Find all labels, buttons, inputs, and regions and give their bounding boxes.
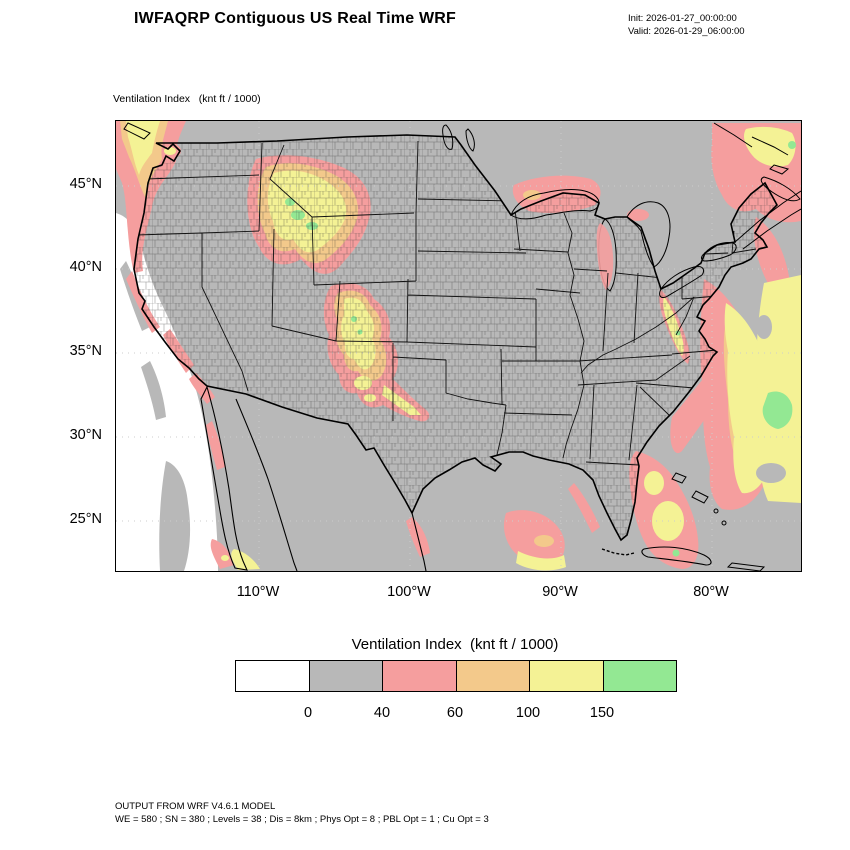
legend-bin <box>309 661 383 691</box>
lake-michigan <box>596 218 617 292</box>
national-coastlines <box>123 122 801 571</box>
model-config-footer: OUTPUT FROM WRF V4.6.1 MODEL WE = 580 ; … <box>115 800 489 826</box>
field-label: Ventilation Index (knt ft / 1000) <box>113 93 261 105</box>
footer-line1: OUTPUT FROM WRF V4.6.1 MODEL <box>115 801 276 812</box>
legend-tick-label: 0 <box>303 705 313 721</box>
legend-bin <box>603 661 676 691</box>
lat-tick-label: 25°N <box>69 511 102 527</box>
lon-tick-label: 110°W <box>236 584 280 600</box>
footer-line2: WE = 580 ; SN = 380 ; Levels = 38 ; Dis … <box>115 814 489 825</box>
lat-tick-label: 45°N <box>69 176 102 192</box>
lon-tick-label: 90°W <box>542 584 578 600</box>
legend-tick-label: 40 <box>373 705 391 721</box>
legend-bin <box>456 661 530 691</box>
us-map-svg <box>116 121 801 571</box>
legend-colorbar <box>235 660 677 692</box>
init-time: Init: 2026-01-27_00:00:00 <box>628 13 737 24</box>
lat-tick-label: 40°N <box>69 259 102 275</box>
lat-tick-label: 30°N <box>69 427 102 443</box>
legend-tick-label: 150 <box>589 705 615 721</box>
legend-bin <box>236 661 310 691</box>
plot-title: IWFAQRP Contiguous US Real Time WRF <box>134 10 456 27</box>
valid-time: Valid: 2026-01-29_06:00:00 <box>628 26 745 37</box>
lat-tick-label: 35°N <box>69 343 102 359</box>
legend-title: Ventilation Index (knt ft / 1000) <box>351 636 559 653</box>
legend-tick-label: 100 <box>515 705 541 721</box>
state-boundaries <box>135 140 757 466</box>
legend-tick-label: 60 <box>446 705 464 721</box>
lon-tick-label: 80°W <box>693 584 729 600</box>
legend-bin <box>383 661 457 691</box>
lon-tick-label: 100°W <box>387 584 431 600</box>
legend-bin <box>530 661 604 691</box>
model-times: Init: 2026-01-27_00:00:00 Valid: 2026-01… <box>628 12 745 38</box>
map-frame <box>115 120 802 572</box>
